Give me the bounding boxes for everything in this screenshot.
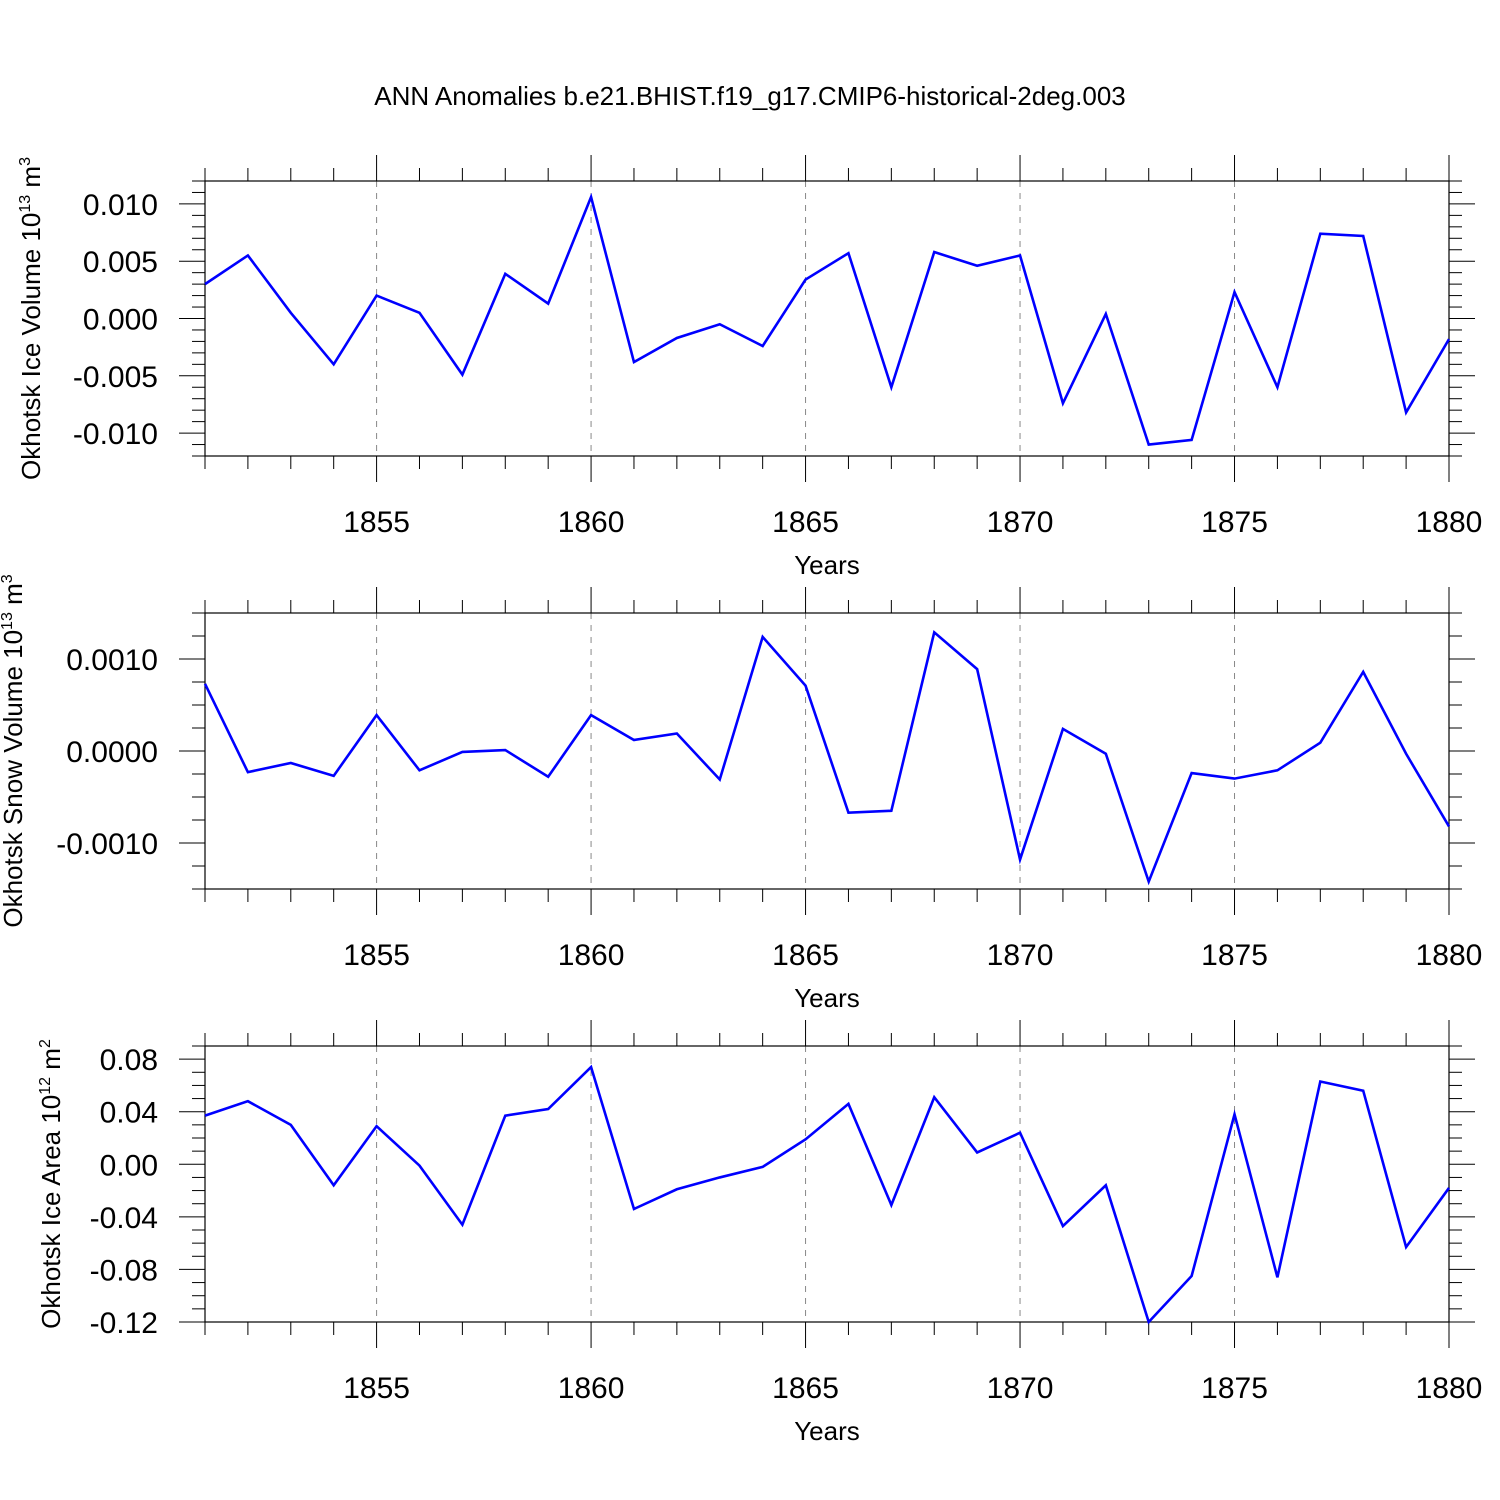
x-tick-label: 1875 (1201, 939, 1268, 972)
data-line (203, 629, 1451, 886)
x-tick-label: 1860 (558, 506, 625, 539)
y-axis-title-base: Okhotsk Snow Volume 10 (0, 630, 28, 928)
x-tick-label: 1880 (1416, 506, 1483, 539)
x-tick-label: 1855 (343, 506, 410, 539)
y-tick-label: 0.000 (83, 304, 158, 337)
y-tick-label: -0.04 (90, 1202, 158, 1235)
x-tick-label: 1860 (558, 939, 625, 972)
x-axis-title: Years (794, 983, 860, 1013)
x-tick-label: 1870 (987, 939, 1054, 972)
plot-frame (204, 612, 1450, 890)
y-tick-label: 0.0010 (66, 644, 158, 677)
chart-panel-3: 1855 1860 1865 1870 1875 1880 0.08 0.04 0.00 -0.0… (36, 1020, 1482, 1446)
x-tick-label: 1855 (343, 939, 410, 972)
y-tick-label: 0.08 (100, 1044, 158, 1077)
y-tick-label: -0.12 (90, 1307, 158, 1340)
y-axis-title-unit-exponent: 3 (0, 574, 16, 583)
x-tick-label: 1875 (1201, 1372, 1268, 1405)
data-line (204, 1064, 1451, 1325)
x-tick-label: 1880 (1416, 939, 1483, 972)
y-axis-title-exponent: 13 (0, 612, 16, 630)
x-axis-title: Years (794, 1416, 860, 1446)
y-axis-title-exponent: 12 (37, 1077, 54, 1095)
chart-panel-2: 1855 1860 1865 1870 1875 1880 0.0010 0.0000 -0.0… (0, 574, 1482, 1013)
y-axis-title-unit: m (36, 1048, 66, 1077)
y-axis-title-unit-exponent: 3 (17, 157, 34, 166)
y-tick-label: 0.010 (83, 189, 158, 222)
y-axis-title-unit: m (16, 166, 46, 195)
x-tick-label: 1865 (772, 939, 839, 972)
y-tick-label: 0.00 (100, 1149, 158, 1182)
y-tick-label: 0.04 (100, 1097, 158, 1130)
y-tick-label: 0.005 (83, 246, 158, 279)
y-tick-label: 0.0000 (66, 736, 158, 769)
figure-title: ANN Anomalies b.e21.BHIST.f19_g17.CMIP6-… (374, 81, 1126, 111)
y-tick-label: -0.010 (73, 418, 158, 451)
x-tick-label: 1870 (987, 1372, 1054, 1405)
y-axis-title-exponent: 13 (17, 195, 34, 213)
y-axis-title: Okhotsk Ice Volume 1013 m3 (16, 157, 46, 480)
x-tick-label: 1865 (772, 506, 839, 539)
x-tick-label: 1865 (772, 1372, 839, 1405)
x-tick-label: 1875 (1201, 506, 1268, 539)
x-tick-label: 1880 (1416, 1372, 1483, 1405)
x-tick-label: 1870 (987, 506, 1054, 539)
x-tick-label: 1860 (558, 1372, 625, 1405)
y-axis-title: Okhotsk Ice Area 1012 m2 (36, 1039, 66, 1329)
y-tick-label: -0.0010 (56, 828, 158, 861)
plot-frame (204, 180, 1450, 457)
y-axis-title: Okhotsk Snow Volume 1013 m3 (0, 574, 28, 927)
plot-frame (204, 1045, 1450, 1323)
chart-panel-1: 1855 1860 1865 1870 1875 1880 0.010 0.005 0.000 -… (16, 155, 1482, 580)
data-line (204, 192, 1451, 446)
y-tick-label: -0.005 (73, 361, 158, 394)
x-axis-title: Years (794, 550, 860, 580)
y-tick-label: -0.08 (90, 1254, 158, 1287)
y-axis-title-unit-exponent: 2 (37, 1039, 54, 1048)
x-tick-label: 1855 (343, 1372, 410, 1405)
y-axis-title-base: Okhotsk Ice Volume 10 (16, 213, 46, 480)
y-axis-title-unit: m (0, 583, 28, 612)
y-axis-title-base: Okhotsk Ice Area 10 (36, 1095, 66, 1329)
